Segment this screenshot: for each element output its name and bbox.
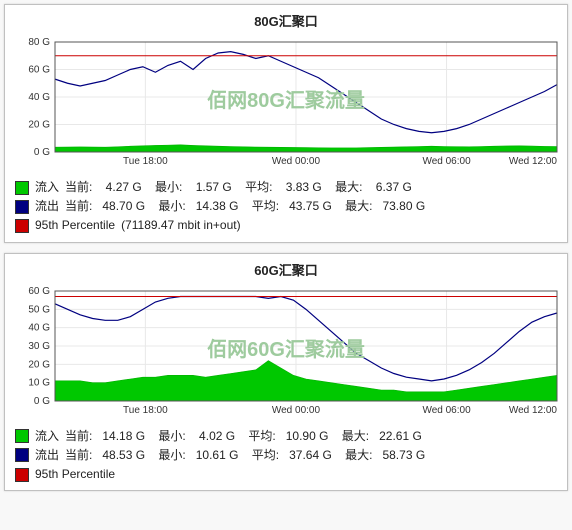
legend-row: 流出当前: 48.70 G 最小: 14.38 G 平均: 43.75 G 最大… <box>15 197 563 216</box>
legend-swatch <box>15 429 29 443</box>
svg-text:0 G: 0 G <box>34 396 50 407</box>
legend-row: 95th Percentile (71189.47 mbit in+out) <box>15 216 563 235</box>
legend-label: 流入 <box>35 178 59 197</box>
legend: 流入当前: 4.27 G 最小: 1.57 G 平均: 3.83 G 最大: 6… <box>9 178 563 236</box>
legend-swatch <box>15 200 29 214</box>
chart-area: 0 G 10 G 20 G 30 G 40 G 50 G 60 G Tue 18:00 Wed … <box>9 281 563 421</box>
chart-svg: 0 G 10 G 20 G 30 G 40 G 50 G 60 G Tue 18:00 Wed … <box>9 281 561 421</box>
svg-text:50 G: 50 G <box>28 304 50 315</box>
legend-label: 流出 <box>35 446 59 465</box>
legend-swatch <box>15 468 29 482</box>
legend-swatch <box>15 219 29 233</box>
chart-svg: 0 G 20 G 40 G 60 G 80 G Tue 18:00 Wed 00:00 Wed… <box>9 32 561 172</box>
legend-label: 95th Percentile <box>35 216 115 235</box>
svg-text:60 G: 60 G <box>28 65 50 76</box>
chart-title: 60G汇聚口 <box>9 260 563 279</box>
svg-text:Wed 00:00: Wed 00:00 <box>272 156 321 167</box>
svg-text:80 G: 80 G <box>28 37 50 48</box>
svg-text:40 G: 40 G <box>28 92 50 103</box>
svg-text:Tue 18:00: Tue 18:00 <box>123 156 168 167</box>
svg-text:20 G: 20 G <box>28 120 50 131</box>
legend-label: 流入 <box>35 427 59 446</box>
legend-row: 95th Percentile <box>15 465 563 484</box>
svg-text:0 G: 0 G <box>34 147 50 158</box>
legend-label: 流出 <box>35 197 59 216</box>
legend-stats: (71189.47 mbit in+out) <box>121 216 241 235</box>
chart-title: 80G汇聚口 <box>9 11 563 30</box>
svg-text:Wed 12:00: Wed 12:00 <box>509 405 558 416</box>
legend-row: 流出当前: 48.53 G 最小: 10.61 G 平均: 37.64 G 最大… <box>15 446 563 465</box>
svg-text:Wed 06:00: Wed 06:00 <box>422 405 471 416</box>
legend-swatch <box>15 181 29 195</box>
legend-stats: 当前: 48.53 G 最小: 10.61 G 平均: 37.64 G 最大: … <box>65 446 425 465</box>
chart-panel-0: 80G汇聚口 0 G 20 G 40 G 60 G 80 G Tue 18:00 Wed 00… <box>4 4 568 243</box>
svg-text:30 G: 30 G <box>28 341 50 352</box>
legend: 流入当前: 14.18 G 最小: 4.02 G 平均: 10.90 G 最大:… <box>9 427 563 485</box>
legend-row: 流入当前: 4.27 G 最小: 1.57 G 平均: 3.83 G 最大: 6… <box>15 178 563 197</box>
legend-swatch <box>15 448 29 462</box>
chart-area: 0 G 20 G 40 G 60 G 80 G Tue 18:00 Wed 00:00 Wed… <box>9 32 563 172</box>
legend-label: 95th Percentile <box>35 465 115 484</box>
legend-stats: 当前: 4.27 G 最小: 1.57 G 平均: 3.83 G 最大: 6.3… <box>65 178 412 197</box>
svg-text:40 G: 40 G <box>28 322 50 333</box>
svg-text:Wed 12:00: Wed 12:00 <box>509 156 558 167</box>
svg-text:10 G: 10 G <box>28 377 50 388</box>
svg-text:20 G: 20 G <box>28 359 50 370</box>
legend-stats: 当前: 14.18 G 最小: 4.02 G 平均: 10.90 G 最大: 2… <box>65 427 422 446</box>
svg-text:60 G: 60 G <box>28 286 50 297</box>
svg-text:Wed 06:00: Wed 06:00 <box>422 156 471 167</box>
svg-text:Tue 18:00: Tue 18:00 <box>123 405 168 416</box>
legend-stats: 当前: 48.70 G 最小: 14.38 G 平均: 43.75 G 最大: … <box>65 197 425 216</box>
legend-row: 流入当前: 14.18 G 最小: 4.02 G 平均: 10.90 G 最大:… <box>15 427 563 446</box>
svg-text:Wed 00:00: Wed 00:00 <box>272 405 321 416</box>
chart-panel-1: 60G汇聚口 0 G 10 G 20 G 30 G 40 G 50 G 60 G Tue 18:… <box>4 253 568 492</box>
